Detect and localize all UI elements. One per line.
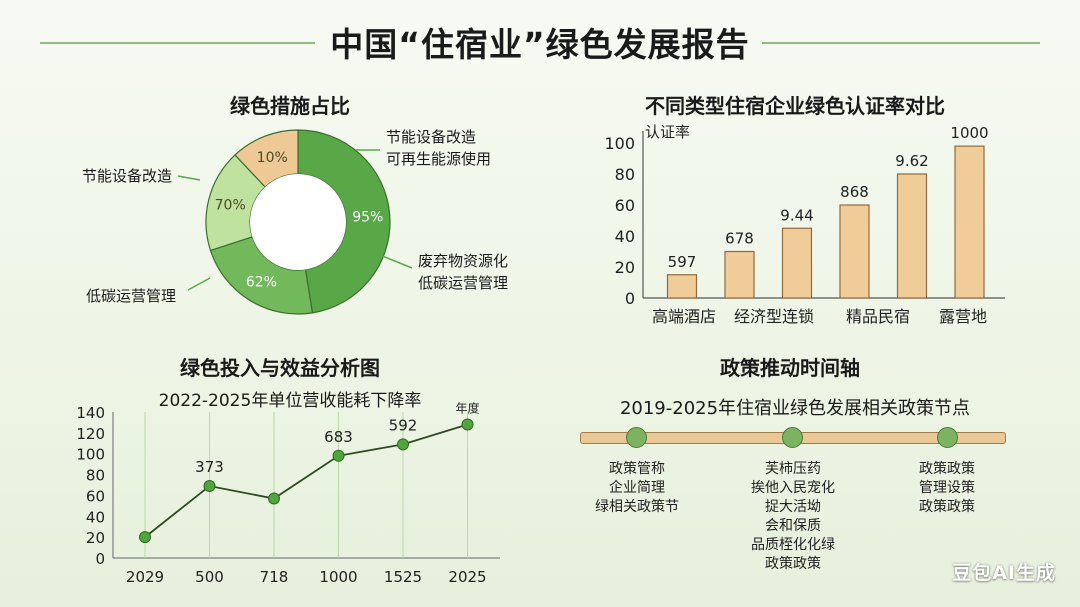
watermark: 豆包AI生成: [952, 562, 1056, 584]
line-point: [397, 438, 409, 451]
line-x-tick: 2025: [448, 568, 486, 586]
timeline-item: 捉大活坳: [765, 499, 821, 515]
bar-value-label: 678: [725, 230, 754, 248]
bar-y-label: 认证率: [645, 123, 690, 141]
title-rule-left: [40, 42, 315, 44]
line-y-tick: 20: [86, 529, 105, 547]
line-point: [203, 480, 216, 493]
line-point-label: 年度: [455, 401, 479, 416]
bar-category-label: 高端酒店: [652, 307, 716, 326]
line-point: [461, 418, 474, 431]
timeline-subtitle: 2019-2025年住宿业绿色发展相关政策节点: [619, 398, 971, 419]
pie-callout-text: 废弃物资源化: [418, 252, 508, 270]
line-chart-subtitle: 2022-2025年单位营收能耗下降率: [158, 391, 422, 411]
line-x-tick: 2029: [126, 568, 164, 586]
page-title: 中国“住宿业”绿色发展报告: [330, 25, 750, 64]
line-y-tick: 60: [86, 487, 105, 505]
timeline-item: 政策政策: [919, 499, 975, 515]
timeline-item: 政策政策: [919, 461, 975, 477]
line-y-tick: 140: [76, 404, 105, 422]
line-y-tick: 80: [86, 467, 105, 485]
bar-value-label: 9.62: [895, 152, 928, 170]
timeline-node: [626, 427, 647, 448]
pie-callout-text: 节能设备改造: [82, 167, 172, 185]
bar-y-tick: 20: [615, 258, 635, 277]
pie-callout-text: 可再生能源使用: [386, 150, 491, 168]
bar-chart-title: 不同类型住宿企业绿色认证率对比: [645, 94, 945, 118]
line-point: [332, 449, 345, 462]
bar: [954, 145, 985, 299]
bar-category-label: 露营地: [939, 307, 987, 326]
line-point: [139, 531, 151, 544]
timeline-item: 政策政策: [765, 556, 821, 572]
line-y-tick: 120: [76, 425, 105, 443]
timeline-item: 管理设策: [919, 480, 975, 496]
line-x-tick: 500: [195, 568, 224, 586]
bar-value-label: 9.44: [780, 206, 813, 224]
line-series: [144, 423, 468, 538]
pie-slice-label: 70%: [215, 198, 246, 214]
pie-callout-text: 低碳运营管理: [418, 274, 508, 292]
line-point: [268, 492, 280, 505]
timeline-node: [937, 427, 958, 448]
timeline-item: 挨他入民宠化: [751, 480, 835, 496]
callout-line-1: [177, 175, 201, 181]
bar: [724, 250, 755, 299]
pie-slice-label: 95%: [352, 210, 383, 226]
bar-category-label: 经济型连锁: [734, 307, 814, 326]
pie-callout-text: 节能设备改造: [386, 128, 476, 146]
bar-y-tick: 60: [615, 196, 635, 215]
title-rule-right: [762, 42, 1040, 44]
line-y-tick: 100: [76, 446, 105, 464]
donut-chart: 95%62%70%10% 节能设备改造可再生能源使用节能设备改造低碳运营管理废弃…: [82, 128, 508, 315]
bar: [666, 274, 698, 299]
bar-y-tick: 0: [625, 289, 635, 308]
line-point-label: 592: [389, 416, 418, 434]
line-x-tick: 1525: [384, 568, 422, 586]
pie-callout-text: 低碳运营管理: [86, 287, 176, 305]
bar-value-label: 1000: [950, 124, 988, 142]
bar: [781, 227, 813, 299]
callout-line-2: [187, 277, 211, 291]
timeline-title: 政策推动时间轴: [720, 356, 860, 380]
line-x-tick: 718: [260, 568, 289, 586]
timeline-item: 绿相关政策节: [595, 499, 679, 515]
bar-y-tick: 100: [604, 134, 635, 153]
line-chart-title: 绿色投入与效益分析图: [180, 356, 380, 380]
bar: [839, 204, 870, 299]
timeline-column-2: 芙柿压药 挨他入民宠化 捉大活坳 会和保质 品质桎化化绿 政策政策: [718, 460, 868, 574]
timeline-item: 政策管称: [609, 461, 665, 477]
timeline-column-1: 政策管称 企业简理 绿相关政策节: [562, 460, 712, 517]
bar-value-label: 868: [840, 183, 869, 201]
timeline-item: 品质桎化化绿: [751, 537, 835, 553]
pie-slice-label: 10%: [257, 150, 288, 166]
timeline-column-3: 政策政策 管理设策 政策政策: [872, 460, 1022, 517]
timeline-item: 企业简理: [609, 480, 665, 496]
pie-slice-label: 62%: [246, 275, 277, 291]
line-x-tick: 1000: [319, 568, 357, 586]
line-y-tick: 0: [95, 550, 105, 568]
bar-category-label: 精品民宿: [846, 307, 910, 326]
pie-chart-title: 绿色措施占比: [230, 94, 350, 118]
timeline-item: 芙柿压药: [765, 461, 821, 477]
bar-chart: 0 20 40 60 80 100 认证率 597 678 9.44 868 9.62 1000 高端酒店…: [604, 123, 1005, 326]
bar: [896, 173, 928, 299]
bar-value-label: 597: [668, 253, 697, 271]
bar-y-tick: 40: [615, 227, 635, 246]
callout-line-3: [379, 254, 413, 269]
bar-y-tick: 80: [615, 165, 635, 184]
timeline-node: [782, 427, 803, 448]
line-chart: 0 20 40 60 80 100 120 140 373 683 592 年度 2029 500 718 1…: [76, 401, 500, 586]
line-point-label: 373: [195, 458, 224, 476]
line-y-tick: 40: [86, 508, 105, 526]
timeline-item: 会和保质: [765, 518, 821, 534]
line-point-label: 683: [324, 428, 353, 446]
